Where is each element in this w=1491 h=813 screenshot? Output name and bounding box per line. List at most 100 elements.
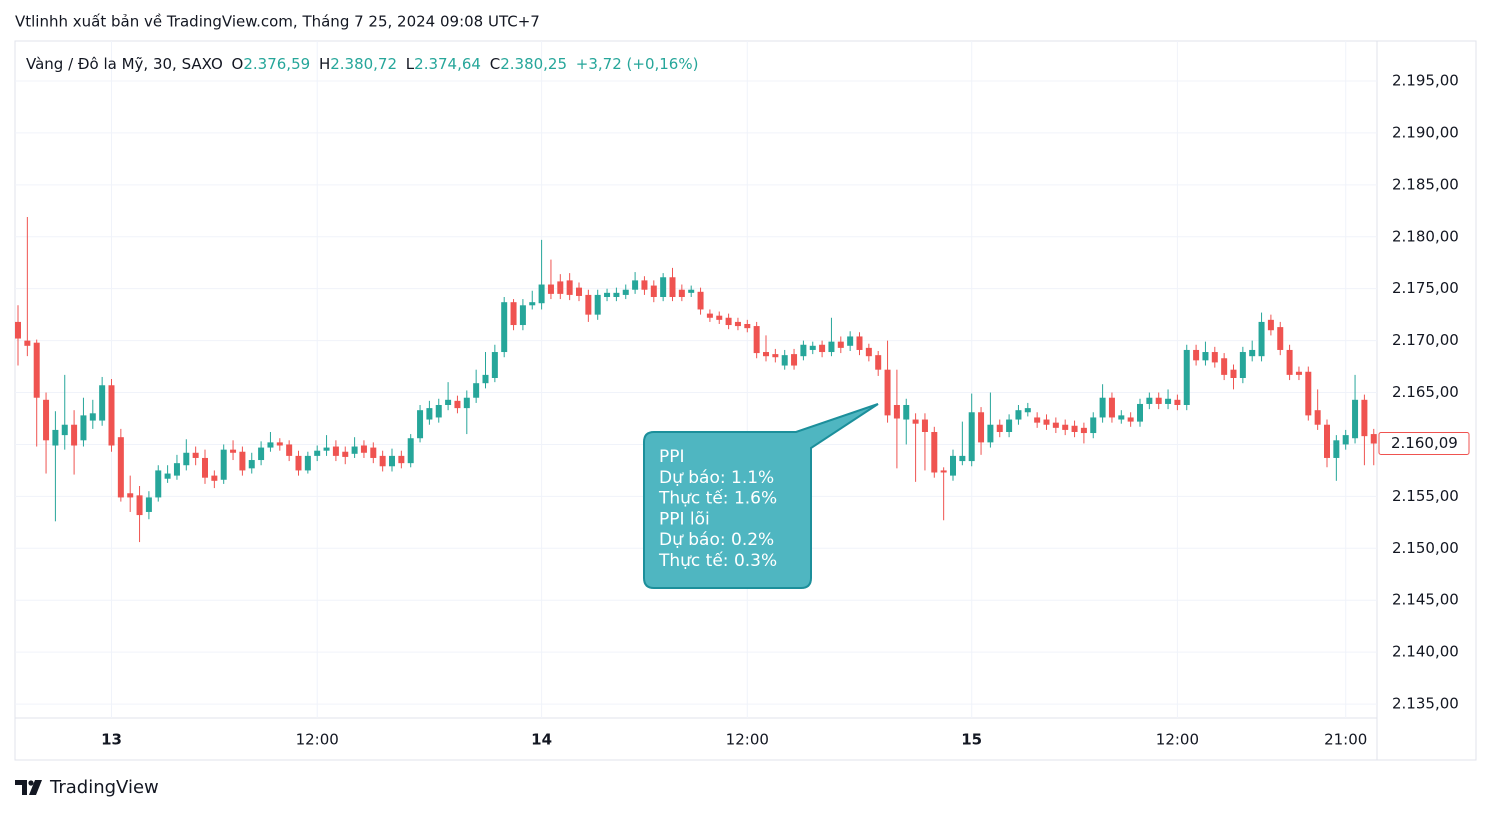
candle-body <box>744 323 751 329</box>
candle-body <box>865 347 872 357</box>
y-tick-label: 2.175,00 <box>1392 279 1459 297</box>
candle-body <box>351 446 358 454</box>
candle-body <box>15 321 21 339</box>
candle-body <box>875 355 882 370</box>
l-value: 2.374,64 <box>414 55 481 73</box>
candle-body <box>43 399 50 441</box>
y-tick-label: 2.195,00 <box>1392 71 1459 89</box>
candle-body <box>173 463 180 476</box>
candle-body <box>772 354 779 358</box>
candle-body <box>491 352 498 378</box>
candle-body <box>706 313 713 318</box>
candle-body <box>1305 371 1312 416</box>
last-price-box <box>1378 432 1470 456</box>
candle-body <box>295 455 302 471</box>
candle-body <box>1267 319 1274 331</box>
candle-body <box>155 470 162 498</box>
candle-body <box>1108 397 1115 418</box>
candle-body <box>1361 399 1368 437</box>
candle-body <box>921 419 928 432</box>
candle-body <box>1202 352 1209 361</box>
candle-body <box>978 412 985 443</box>
candle-body <box>996 424 1003 432</box>
candle-body <box>622 289 629 295</box>
candle-body <box>1174 399 1181 405</box>
candle-body <box>1211 352 1218 363</box>
candle-body <box>557 281 564 294</box>
candle-body <box>164 473 171 479</box>
candle-body <box>1146 397 1153 404</box>
candle-body <box>968 412 975 462</box>
candle-body <box>641 280 648 290</box>
y-tick-label: 2.140,00 <box>1392 643 1459 661</box>
candle-body <box>1127 417 1134 422</box>
candle-body <box>819 344 826 353</box>
candle-body <box>884 369 891 416</box>
candle-body <box>576 287 582 296</box>
candle-body <box>370 447 377 458</box>
candle-body <box>1249 349 1256 357</box>
candle-body <box>239 451 246 471</box>
candle-body <box>220 449 227 480</box>
y-tick-label: 2.155,00 <box>1392 487 1459 505</box>
candle-body <box>61 424 68 436</box>
frame <box>14 40 1477 761</box>
candle-body <box>417 410 424 439</box>
candle-body <box>192 452 199 458</box>
candle-body <box>276 442 283 446</box>
candle-body <box>1006 419 1013 432</box>
candle-body <box>594 294 601 315</box>
candle-body <box>1277 327 1284 350</box>
candle-body <box>1286 349 1293 375</box>
candle-body <box>127 493 134 498</box>
candle-body <box>781 355 788 366</box>
candle-body <box>71 424 78 446</box>
y-tick-label: 2.145,00 <box>1392 591 1459 609</box>
x-tick-label: 13 <box>101 731 122 749</box>
candle-body <box>1052 422 1059 428</box>
candle-body <box>145 497 152 512</box>
candle-body <box>763 352 769 357</box>
candle-body <box>809 345 816 350</box>
candle-body <box>912 419 919 424</box>
change: +3,72 (+0,16%) <box>576 55 699 73</box>
candle-body <box>697 291 704 310</box>
brand: TradingView <box>49 777 159 798</box>
candle-body <box>604 292 611 297</box>
legend: Vàng / Đô la Mỹ, 30, SAXO O2.376,59 H2.3… <box>26 55 698 73</box>
candle-body <box>33 342 40 398</box>
logo-slash <box>29 780 42 795</box>
candle-body <box>24 340 31 346</box>
candle-body <box>1342 435 1349 445</box>
candle-body <box>519 305 526 326</box>
publisher: Vtlinhh xuất bản về TradingView.com, Thá… <box>15 13 540 31</box>
candles <box>15 217 1377 543</box>
candle-body <box>791 354 798 366</box>
candle-body <box>360 445 367 453</box>
symbol: Vàng / Đô la Mỹ, 30, SAXO <box>26 55 223 73</box>
candle-body <box>734 321 741 327</box>
candle-body <box>660 277 667 297</box>
candle-body <box>136 495 143 516</box>
candle-body <box>1314 410 1321 425</box>
candle-body <box>800 344 807 357</box>
candle-body <box>230 449 237 453</box>
candle-body <box>613 292 620 297</box>
y-tick-label: 2.165,00 <box>1392 383 1459 401</box>
candle-body <box>407 438 414 464</box>
candle-body <box>258 447 265 461</box>
candle-body <box>1295 371 1302 375</box>
candle-body <box>893 404 900 419</box>
c-label: C <box>490 55 500 73</box>
h-value: 2.380,72 <box>330 55 397 73</box>
candle-body <box>650 285 657 297</box>
candle-body <box>903 404 910 420</box>
candle-body <box>1370 434 1377 444</box>
candle-body <box>753 326 760 354</box>
candle-body <box>987 424 994 443</box>
candle-body <box>248 460 255 469</box>
candle-body <box>1080 427 1087 434</box>
annotation-line: PPI lõi <box>659 509 710 529</box>
